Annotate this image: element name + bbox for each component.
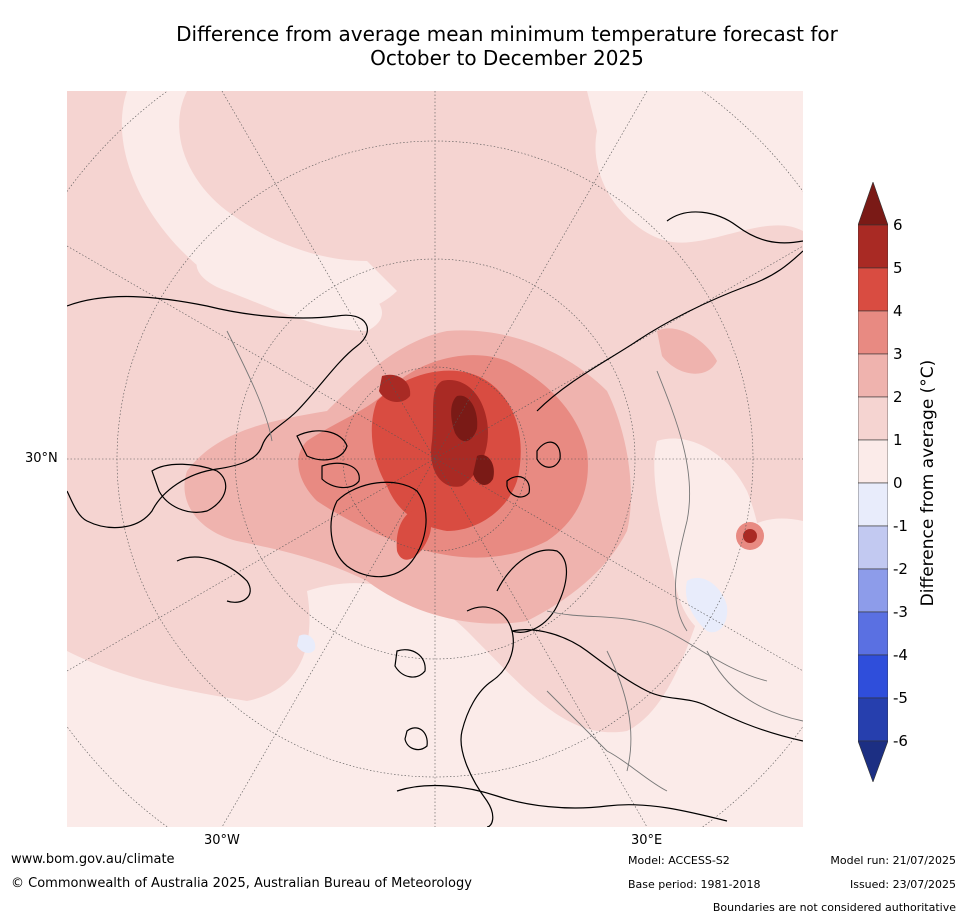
coastlines (67, 211, 803, 827)
footer-issued: Issued: 23/07/2025 (849, 878, 956, 891)
footer-disclaimer: Boundaries are not considered authoritat… (712, 901, 956, 914)
anomaly-region-neg-1-0 (685, 577, 728, 633)
colorbar-tick-label: -1 (893, 517, 908, 535)
colorbar-segment (858, 267, 888, 312)
colorbar-tick-label: 1 (893, 431, 903, 449)
graticule (67, 91, 803, 827)
footer-model: Model: ACCESS-S2 (628, 854, 730, 867)
anomaly-region-0-1 (67, 91, 397, 316)
colorbar-tick-label: -3 (893, 603, 908, 621)
footer-website: www.bom.gov.au/climate (11, 852, 175, 867)
colorbar-extend-min (858, 740, 888, 782)
anomaly-hotspot-inner (743, 529, 757, 543)
map-svg (67, 91, 803, 827)
colorbar-segment (858, 353, 888, 398)
anomaly-region-0-1 (654, 438, 762, 639)
title-line-1: Difference from average mean minimum tem… (176, 22, 838, 46)
colorbar-segment (858, 482, 888, 527)
anomaly-region-0-1 (196, 248, 382, 331)
footer-copyright: © Commonwealth of Australia 2025, Austra… (11, 876, 472, 891)
colorbar-tick-label: 3 (893, 345, 903, 363)
longitude-label-30w: 30°W (204, 833, 240, 848)
colorbar-tick-label: -5 (893, 689, 908, 707)
colorbar-segment (858, 224, 888, 269)
colorbar-segment (858, 568, 888, 613)
anomaly-region-neg-1-0 (297, 634, 316, 653)
longitude-label-30e: 30°E (631, 833, 663, 848)
colorbar-segment (858, 654, 888, 699)
footer-base-period: Base period: 1981-2018 (628, 878, 761, 891)
colorbar-segment (858, 396, 888, 441)
latitude-label-30n: 30°N (25, 451, 58, 466)
anomaly-region-3-4 (396, 510, 432, 560)
colorbar-segment (858, 697, 888, 742)
anomaly-region-5-6 (473, 454, 494, 486)
colorbar-segment (858, 439, 888, 484)
anomaly-region-1-2 (657, 328, 717, 374)
colorbar-segment (858, 611, 888, 656)
colorbar-segment (858, 310, 888, 355)
colorbar-tick-label: 5 (893, 259, 903, 277)
footer-model-run: Model run: 21/07/2025 (830, 854, 956, 867)
colorbar (858, 182, 888, 782)
anomaly-region-0-1 (587, 91, 803, 243)
colorbar-segment (858, 525, 888, 570)
colorbar-tick-label: 0 (893, 474, 903, 492)
colorbar-extend-max (858, 182, 888, 226)
country-borders (226, 330, 803, 792)
anomaly-region-4-5 (379, 374, 411, 403)
colorbar-tick-label: -4 (893, 646, 908, 664)
title-line-2: October to December 2025 (370, 46, 644, 70)
colorbar-tick-label: 2 (893, 388, 903, 406)
temperature-anomaly-map (67, 91, 803, 827)
colorbar-tick-label: -2 (893, 560, 908, 578)
anomaly-region-5-6 (451, 395, 478, 442)
colorbar-tick-label: -6 (893, 732, 908, 750)
colorbar-label: Difference from average (°C) (918, 359, 938, 607)
map-title: Difference from average mean minimum tem… (0, 22, 965, 70)
colorbar-tick-label: 4 (893, 302, 903, 320)
colorbar-tick-label: 6 (893, 216, 903, 234)
